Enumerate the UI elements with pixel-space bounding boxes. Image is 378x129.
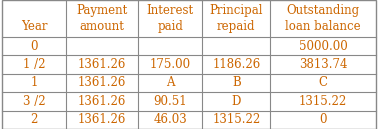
Text: 46.03: 46.03 bbox=[153, 113, 187, 126]
Text: B: B bbox=[232, 76, 241, 89]
Text: 1361.26: 1361.26 bbox=[78, 76, 126, 89]
Text: repaid: repaid bbox=[217, 20, 256, 33]
Text: 1361.26: 1361.26 bbox=[78, 58, 126, 71]
Text: 3813.74: 3813.74 bbox=[299, 58, 347, 71]
Text: 175.00: 175.00 bbox=[150, 58, 191, 71]
Text: Payment: Payment bbox=[76, 4, 128, 17]
Text: 1 /2: 1 /2 bbox=[23, 58, 45, 71]
Text: loan balance: loan balance bbox=[285, 20, 361, 33]
Text: Principal: Principal bbox=[209, 4, 263, 17]
Text: 0: 0 bbox=[319, 113, 327, 126]
Text: Interest: Interest bbox=[147, 4, 194, 17]
Text: 1315.22: 1315.22 bbox=[212, 113, 260, 126]
Text: 1361.26: 1361.26 bbox=[78, 113, 126, 126]
Text: amount: amount bbox=[80, 20, 124, 33]
Text: C: C bbox=[319, 76, 328, 89]
Text: 2: 2 bbox=[30, 113, 38, 126]
Text: 1361.26: 1361.26 bbox=[78, 95, 126, 108]
Text: Year: Year bbox=[21, 20, 47, 33]
Text: 1: 1 bbox=[30, 76, 38, 89]
Text: 0: 0 bbox=[30, 40, 38, 53]
Text: 5000.00: 5000.00 bbox=[299, 40, 347, 53]
Text: 1186.26: 1186.26 bbox=[212, 58, 260, 71]
Text: 90.51: 90.51 bbox=[153, 95, 187, 108]
Text: 1315.22: 1315.22 bbox=[299, 95, 347, 108]
Text: A: A bbox=[166, 76, 174, 89]
Text: D: D bbox=[232, 95, 241, 108]
Text: 3 /2: 3 /2 bbox=[23, 95, 45, 108]
Text: Outstanding: Outstanding bbox=[287, 4, 360, 17]
Text: paid: paid bbox=[157, 20, 183, 33]
